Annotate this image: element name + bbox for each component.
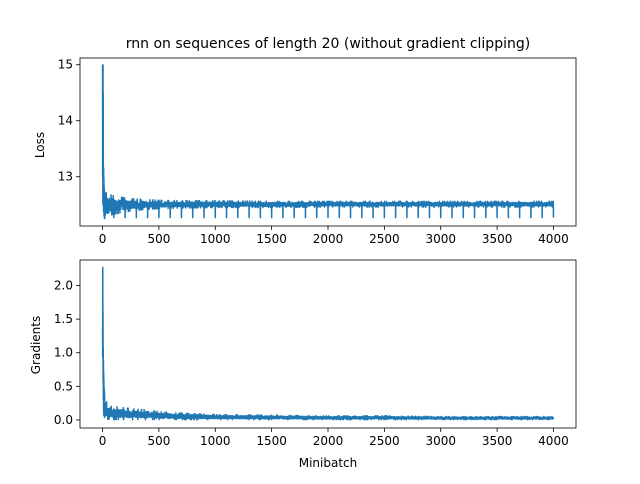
plot-frame (79, 259, 577, 429)
x-tick-label: 2500 (369, 232, 400, 246)
x-tick-label: 2500 (369, 434, 400, 448)
data-series (101, 266, 555, 421)
y-tick-label: 15 (58, 58, 73, 72)
x-tick-label: 500 (147, 434, 170, 448)
minibatch-axis-label: Minibatch (299, 456, 358, 470)
x-tick-label: 500 (147, 232, 170, 246)
x-tick-label: 3000 (425, 434, 456, 448)
x-tick-label: 1000 (200, 232, 231, 246)
plot-frame (79, 57, 577, 227)
x-tick-label: 1500 (256, 232, 287, 246)
x-tick-label: 1000 (200, 434, 231, 448)
x-tick-label: 3500 (482, 232, 513, 246)
x-tick-label: 4000 (538, 434, 569, 448)
loss-plot: 0 500 1000 1500 2000 2500 3000 3500 4000 13 14 15 (58, 57, 577, 246)
x-tick-label: 4000 (538, 232, 569, 246)
x-tick-label: 3000 (425, 232, 456, 246)
y-tick-label: 13 (58, 170, 73, 184)
data-series (101, 64, 555, 220)
y-tick-label: 0.5 (54, 379, 73, 393)
y-tick-label: 0.0 (54, 413, 73, 427)
x-tick-label: 3500 (482, 434, 513, 448)
series-line (101, 64, 555, 220)
y-tick-label: 1.5 (54, 312, 73, 326)
y-tick-label: 14 (58, 114, 73, 128)
x-tick-label: 2000 (313, 434, 344, 448)
x-tick-label: 2000 (313, 232, 344, 246)
y-tick-label: 2.0 (54, 279, 73, 293)
series-line (101, 266, 555, 421)
gradients-axis-label: Gradients (29, 316, 43, 374)
x-tick-label: 0 (99, 434, 107, 448)
loss-axis-label: Loss (33, 132, 47, 158)
x-tick-label: 1500 (256, 434, 287, 448)
gradients-plot: 0 500 1000 1500 2000 2500 3000 3500 4000 0.0 0.5 1.… (54, 259, 577, 448)
y-tick-label: 1.0 (54, 346, 73, 360)
chart-title: rnn on sequences of length 20 (without g… (126, 36, 530, 52)
x-tick-label: 0 (99, 232, 107, 246)
